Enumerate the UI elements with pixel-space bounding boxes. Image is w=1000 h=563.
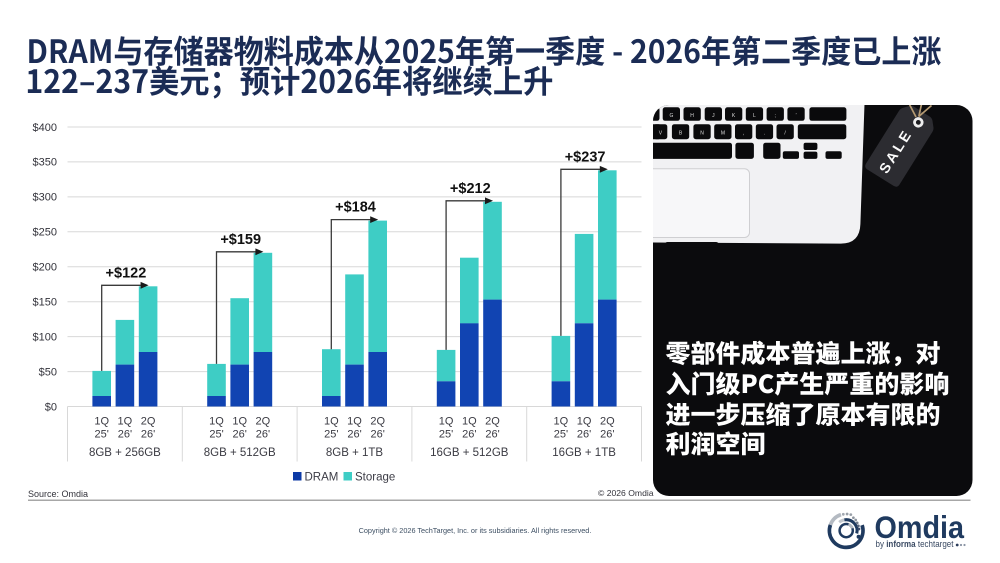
- svg-text:2Q: 2Q: [485, 416, 500, 428]
- svg-text:1Q: 1Q: [462, 416, 477, 428]
- svg-text:$0: $0: [45, 401, 57, 413]
- svg-text:25': 25': [554, 429, 568, 441]
- svg-text:$400: $400: [33, 122, 57, 134]
- svg-text:1Q: 1Q: [209, 416, 224, 428]
- svg-text:26': 26': [141, 429, 155, 441]
- svg-text:1Q: 1Q: [347, 416, 362, 428]
- svg-text:$200: $200: [33, 262, 57, 274]
- svg-text:1Q: 1Q: [118, 416, 133, 428]
- svg-text:by informa techtarget: by informa techtarget: [876, 539, 954, 550]
- svg-text:;: ;: [775, 113, 776, 119]
- svg-text:Copyright © 2026 TechTarget, I: Copyright © 2026 TechTarget, Inc. or its…: [359, 526, 592, 535]
- svg-text:26': 26': [256, 429, 270, 441]
- svg-text:25': 25': [439, 429, 453, 441]
- svg-text:/: /: [784, 131, 786, 137]
- svg-text:’: ’: [795, 113, 796, 119]
- svg-text:+$184: +$184: [335, 200, 376, 216]
- svg-text:Omdia: Omdia: [875, 509, 965, 545]
- svg-text:25': 25': [324, 429, 338, 441]
- svg-text:1Q: 1Q: [324, 416, 339, 428]
- svg-text:2Q: 2Q: [141, 416, 156, 428]
- svg-text:$150: $150: [33, 297, 57, 309]
- svg-text:N: N: [700, 131, 704, 137]
- svg-text:8GB + 1TB: 8GB + 1TB: [326, 447, 384, 459]
- svg-text:K: K: [732, 113, 736, 119]
- svg-text:16GB + 1TB: 16GB + 1TB: [552, 447, 616, 459]
- svg-text:B: B: [679, 131, 683, 137]
- svg-text:8GB + 512GB: 8GB + 512GB: [204, 447, 276, 459]
- svg-text:26': 26': [577, 429, 591, 441]
- svg-text:2Q: 2Q: [370, 416, 385, 428]
- svg-text:G: G: [669, 113, 673, 119]
- svg-text:+$237: +$237: [565, 149, 606, 165]
- svg-text:2Q: 2Q: [256, 416, 271, 428]
- svg-text:$300: $300: [33, 192, 57, 204]
- svg-text:1Q: 1Q: [94, 416, 109, 428]
- svg-text:1Q: 1Q: [577, 416, 592, 428]
- svg-text:M: M: [721, 131, 725, 137]
- svg-text:16GB + 512GB: 16GB + 512GB: [430, 447, 509, 459]
- svg-text:H: H: [690, 113, 694, 119]
- svg-text:$350: $350: [33, 157, 57, 169]
- svg-text:+$122: +$122: [106, 265, 147, 281]
- svg-text:26': 26': [371, 429, 385, 441]
- svg-text:8GB + 256GB: 8GB + 256GB: [89, 447, 161, 459]
- svg-text:L: L: [753, 113, 756, 119]
- svg-text:1Q: 1Q: [554, 416, 569, 428]
- svg-text:26': 26': [462, 429, 476, 441]
- svg-text:$250: $250: [33, 227, 57, 239]
- svg-text:J: J: [712, 113, 715, 119]
- svg-text:,: ,: [743, 131, 744, 137]
- svg-text:26': 26': [118, 429, 132, 441]
- svg-text:Source: Omdia: Source: Omdia: [28, 489, 88, 499]
- svg-text:V: V: [659, 131, 663, 137]
- svg-text:25': 25': [209, 429, 223, 441]
- svg-text:26': 26': [600, 429, 614, 441]
- svg-text:$50: $50: [39, 366, 57, 378]
- svg-text:+$212: +$212: [450, 181, 491, 197]
- svg-text:26': 26': [485, 429, 499, 441]
- svg-text:$100: $100: [33, 331, 57, 343]
- svg-text:26': 26': [233, 429, 247, 441]
- svg-text:© 2026 Omdia: © 2026 Omdia: [598, 488, 654, 498]
- svg-text:1Q: 1Q: [232, 416, 247, 428]
- svg-text:Storage: Storage: [355, 472, 395, 484]
- svg-text:1Q: 1Q: [439, 416, 454, 428]
- svg-text:DRAM: DRAM: [305, 472, 339, 484]
- svg-text:+$159: +$159: [220, 232, 261, 248]
- svg-text:2Q: 2Q: [600, 416, 615, 428]
- svg-text:.: .: [764, 131, 765, 137]
- svg-text:26': 26': [347, 429, 361, 441]
- svg-text:25': 25': [95, 429, 109, 441]
